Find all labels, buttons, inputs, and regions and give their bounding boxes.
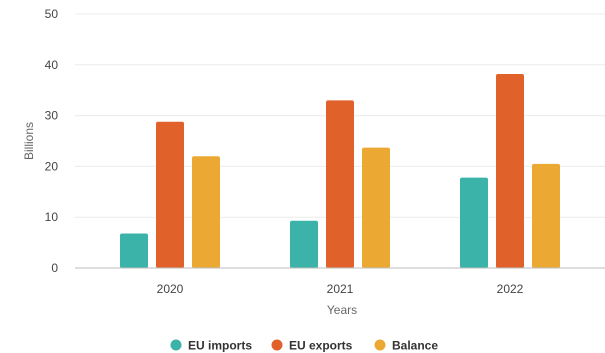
legend-swatch-balance	[374, 339, 386, 351]
legend-label-balance: Balance	[392, 339, 438, 353]
y-tick-label: 20	[45, 159, 59, 173]
x-tick-label: 2022	[497, 282, 524, 296]
bar-eu-imports-2022	[460, 177, 488, 268]
bar-eu-exports-2020	[156, 121, 184, 268]
y-tick-label: 50	[45, 7, 59, 21]
legend-label-eu-exports: EU exports	[289, 339, 353, 353]
legend-swatch-eu-imports	[170, 339, 182, 351]
y-axis-ticks: 0 10 20 30 40 50	[45, 7, 59, 275]
x-axis-ticks: 2020 2021 2022	[157, 282, 524, 296]
bars	[120, 73, 560, 268]
y-tick-label: 30	[45, 109, 59, 123]
bar-balance-2020	[192, 156, 220, 268]
y-tick-label: 40	[45, 58, 59, 72]
bar-eu-imports-2020	[120, 233, 148, 268]
x-tick-label: 2021	[327, 282, 354, 296]
legend-label-eu-imports: EU imports	[188, 339, 252, 353]
bar-balance-2021	[362, 147, 390, 268]
x-tick-label: 2020	[157, 282, 184, 296]
bar-eu-exports-2022	[496, 73, 524, 268]
bar-eu-imports-2021	[290, 220, 318, 268]
y-axis-title: Billions	[22, 122, 36, 160]
legend-swatch-eu-exports	[271, 339, 283, 351]
x-axis-title: Years	[327, 303, 357, 317]
bar-balance-2022	[532, 163, 560, 268]
legend: EU imports EU exports Balance	[170, 339, 438, 353]
y-tick-label: 0	[51, 261, 58, 275]
y-tick-label: 10	[45, 210, 59, 224]
bar-eu-exports-2021	[326, 100, 354, 268]
